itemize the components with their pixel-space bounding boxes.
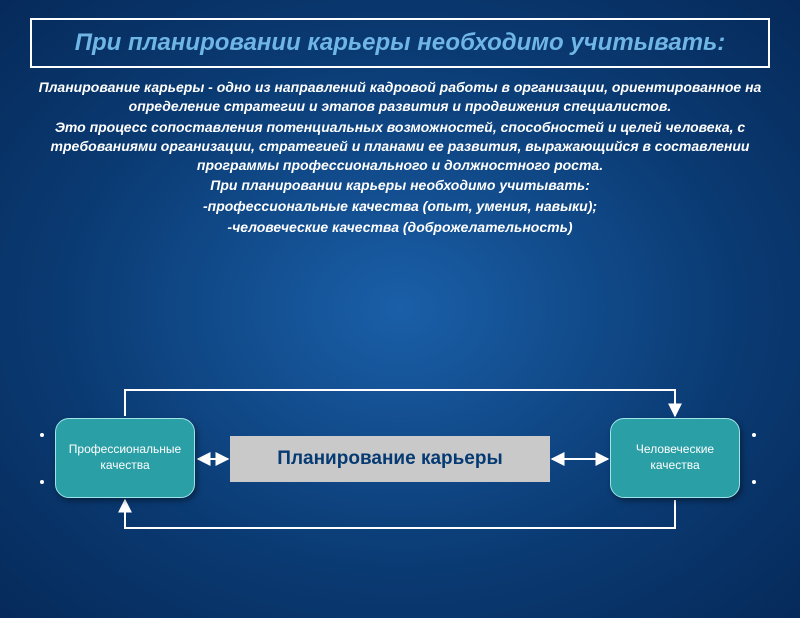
paragraph: -человеческие качества (доброжелательнос… — [36, 218, 764, 237]
node-human-qualities: Человеческие качества — [610, 418, 740, 498]
paragraph: Планирование карьеры - одно из направлен… — [36, 78, 764, 116]
page-title: При планировании карьеры необходимо учит… — [46, 28, 754, 58]
paragraph: Это процесс сопоставления потенциальных … — [36, 118, 764, 175]
title-bar: При планировании карьеры необходимо учит… — [30, 18, 770, 68]
node-label: Планирование карьеры — [277, 447, 502, 472]
paragraph: -профессиональные качества (опыт, умения… — [36, 197, 764, 216]
node-label: Человеческие качества — [615, 442, 735, 473]
decorative-dot — [40, 433, 44, 437]
node-label: Профессиональные качества — [60, 442, 190, 473]
decorative-dot — [40, 480, 44, 484]
decorative-dot — [752, 480, 756, 484]
body-text: Планирование карьеры - одно из направлен… — [36, 78, 764, 237]
node-career-planning: Планирование карьеры — [230, 436, 550, 482]
node-professional-qualities: Профессиональные качества — [55, 418, 195, 498]
diagram: Профессиональные качества Планирование к… — [0, 378, 800, 598]
paragraph: При планировании карьеры необходимо учит… — [36, 176, 764, 195]
decorative-dot — [752, 433, 756, 437]
